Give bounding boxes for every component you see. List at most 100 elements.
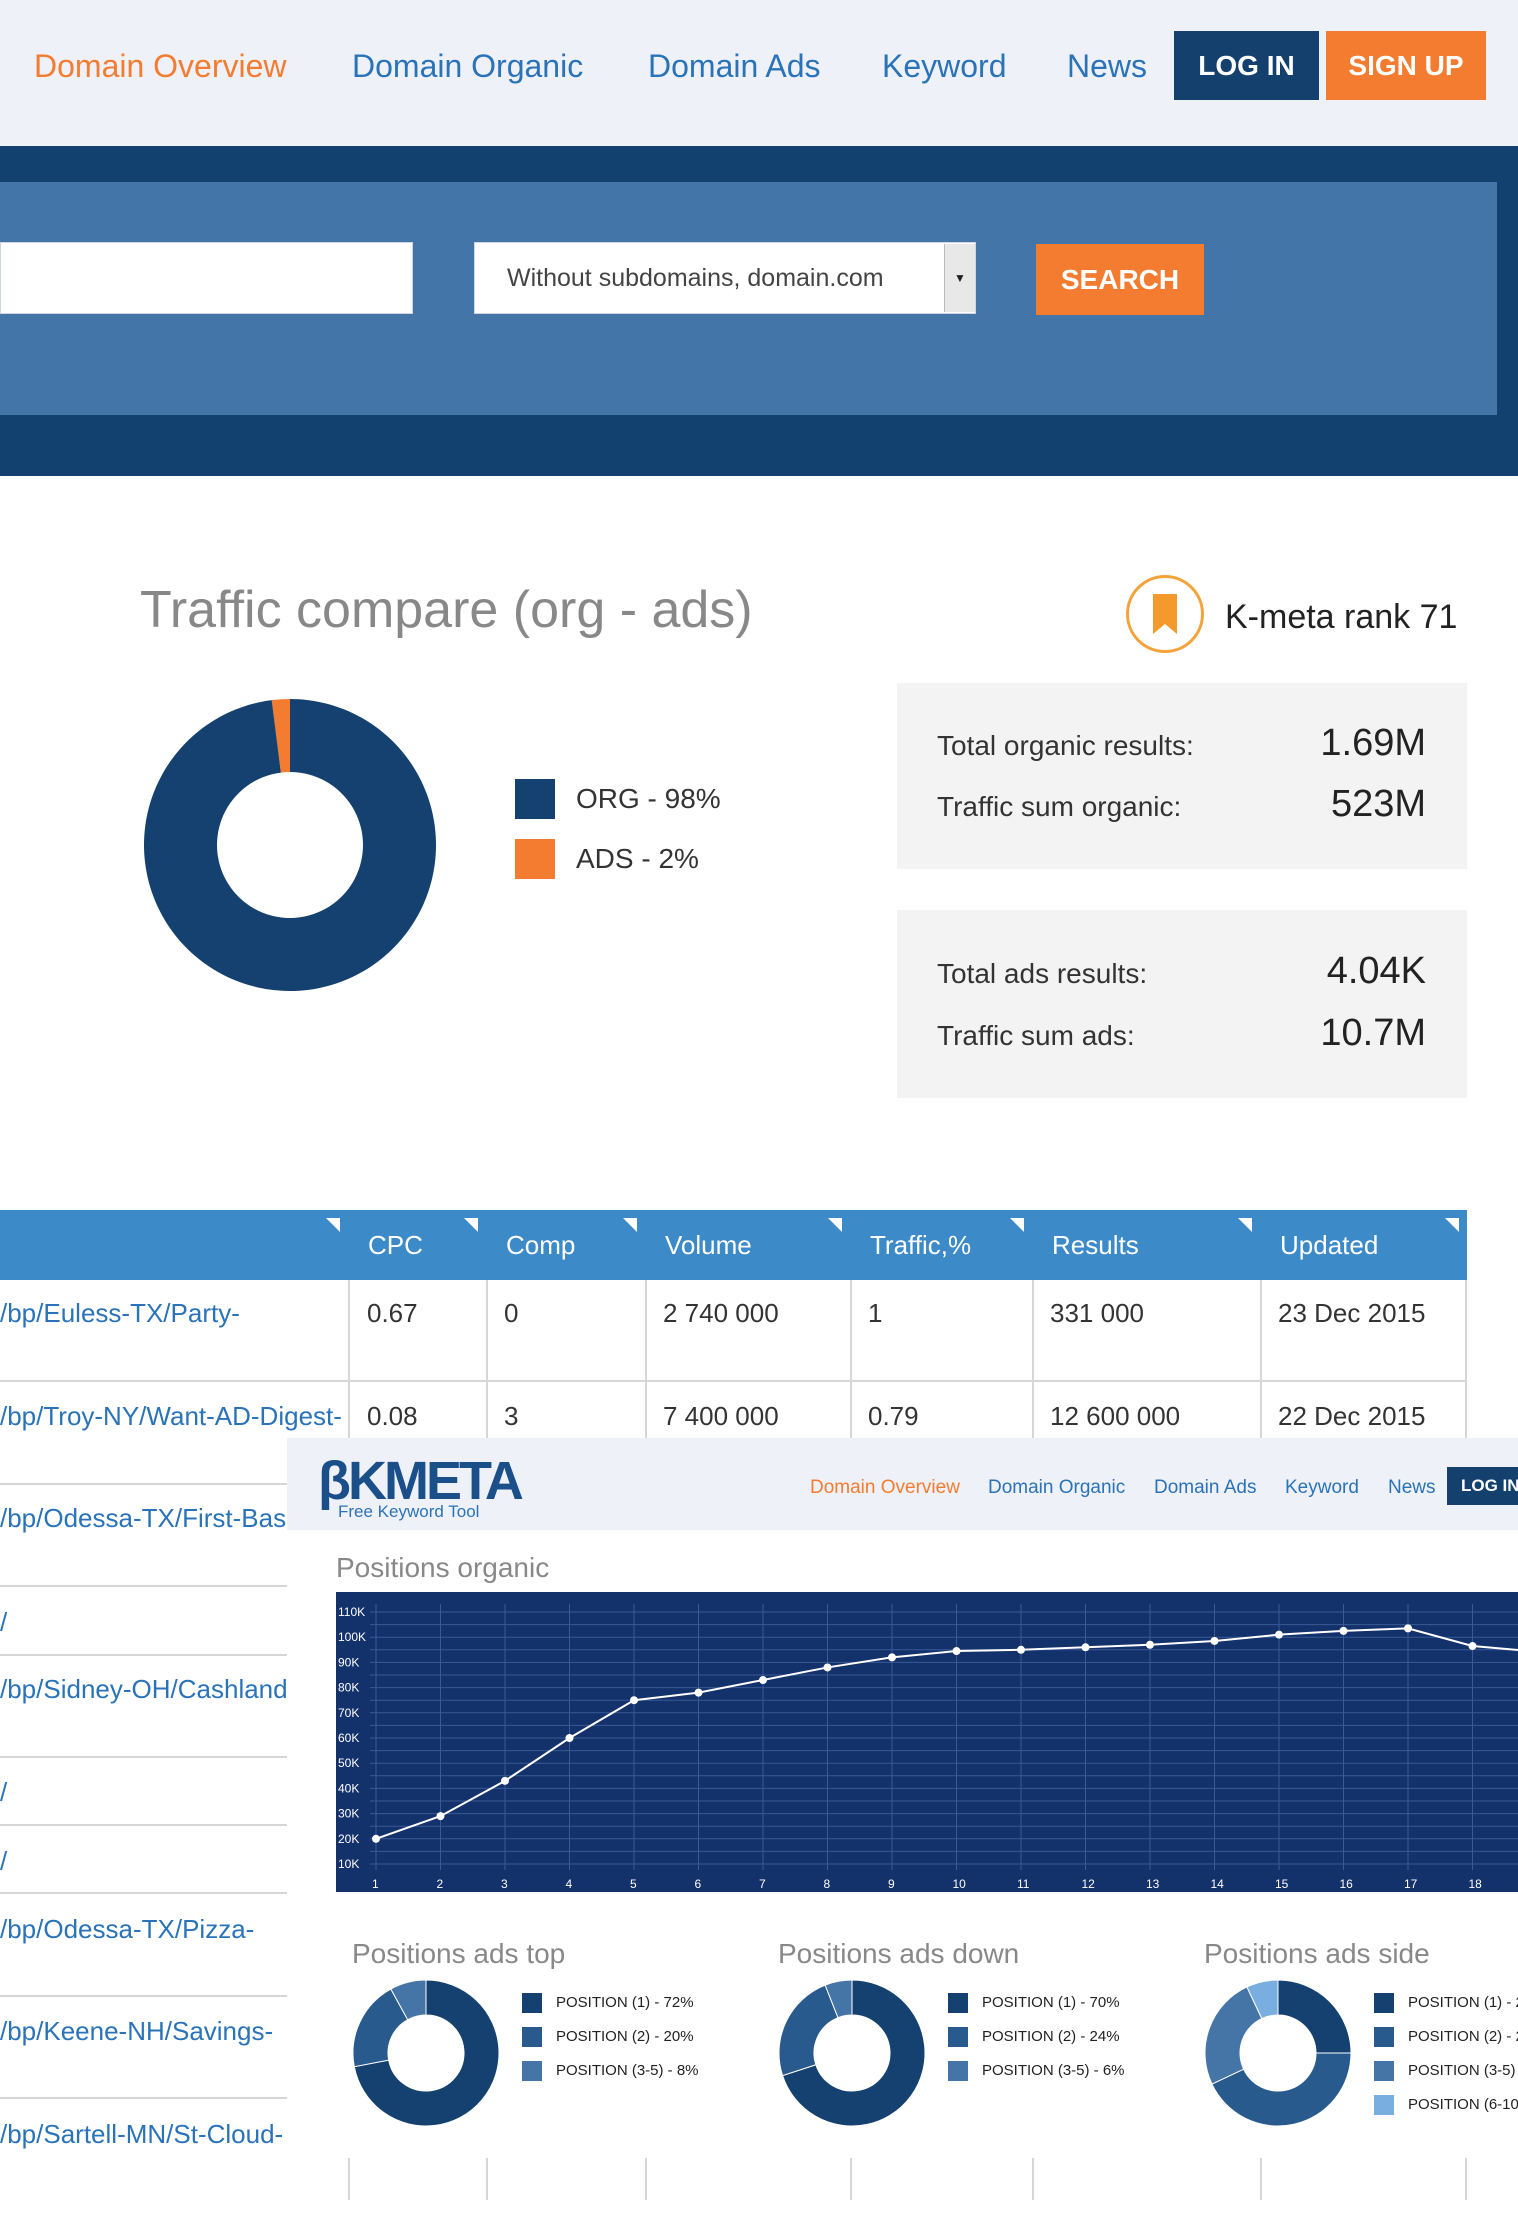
row-divider bbox=[0, 1892, 287, 1894]
x-tick-label: 6 bbox=[695, 1877, 702, 1891]
column-header-volume[interactable]: Volume bbox=[647, 1210, 850, 1280]
legend-label: POSITION (2) - 20% bbox=[556, 2028, 694, 2045]
legend-swatch bbox=[1374, 2061, 1394, 2081]
sort-icon bbox=[828, 1218, 842, 1232]
column-header-updated[interactable]: Updated bbox=[1262, 1210, 1467, 1280]
overlay-nav-domain-organic[interactable]: Domain Organic bbox=[988, 1477, 1126, 1498]
series-line bbox=[375, 1627, 1473, 1840]
legend-swatch bbox=[1374, 2027, 1394, 2047]
donut-slice-ads bbox=[271, 699, 290, 773]
table-cell-volume: 7 400 000 bbox=[663, 1401, 779, 1431]
y-tick-label: 70K bbox=[338, 1706, 359, 1720]
ads-top-title: Positions ads top bbox=[352, 1938, 566, 1969]
legend-swatch bbox=[1374, 2095, 1394, 2115]
nav-news[interactable]: News bbox=[1067, 48, 1148, 84]
column-header-url[interactable] bbox=[0, 1210, 348, 1280]
overlay-nav-domain-overview[interactable]: Domain Overview bbox=[810, 1477, 960, 1498]
x-tick-label: 14 bbox=[1211, 1877, 1225, 1891]
column-header-comp[interactable]: Comp bbox=[488, 1210, 645, 1280]
rank-badge bbox=[1126, 575, 1204, 653]
table-cell-url[interactable]: / bbox=[0, 1777, 8, 1807]
domain-search-input[interactable] bbox=[0, 242, 413, 314]
kmeta-rank: K-meta rank 71 bbox=[1225, 598, 1458, 636]
ads-top-donut bbox=[352, 1979, 500, 2127]
logo-tagline: Free Keyword Tool bbox=[338, 1502, 480, 1521]
legend-swatch bbox=[522, 2061, 542, 2081]
table-cell-url[interactable]: /bp/Odessa-TX/Pizza- bbox=[0, 1914, 255, 1944]
x-tick-label: 4 bbox=[566, 1877, 573, 1891]
table-cell-url[interactable]: /bp/Sartell-MN/St-Cloud- bbox=[0, 2119, 284, 2149]
kmeta-logo[interactable]: βKMETA bbox=[318, 1451, 524, 1511]
sort-icon bbox=[1010, 1218, 1024, 1232]
search-button[interactable]: SEARCH bbox=[1036, 244, 1204, 315]
table-cell-url[interactable]: /bp/Euless-TX/Party- bbox=[0, 1298, 240, 1328]
column-header-traffic[interactable]: Traffic,% bbox=[852, 1210, 1032, 1280]
data-point bbox=[1081, 1643, 1090, 1652]
nav-domain-organic[interactable]: Domain Organic bbox=[352, 48, 584, 84]
data-point bbox=[1146, 1640, 1154, 1649]
table-cell-url[interactable]: /bp/Keene-NH/Savings- bbox=[0, 2016, 274, 2046]
data-point bbox=[630, 1696, 638, 1705]
row-divider bbox=[0, 1585, 287, 1587]
x-tick-label: 10 bbox=[953, 1877, 967, 1891]
legend-swatch bbox=[948, 2027, 968, 2047]
overlay-nav-domain-ads[interactable]: Domain Ads bbox=[1154, 1477, 1257, 1498]
signup-button[interactable]: SIGN UP bbox=[1326, 31, 1486, 100]
overlay-login-button[interactable]: LOG IN bbox=[1447, 1467, 1518, 1505]
traffic-compare-title: Traffic compare (org - ads) bbox=[140, 581, 753, 639]
login-button[interactable]: LOG IN bbox=[1174, 31, 1319, 100]
traffic-sum-ads-value: 10.7M bbox=[1320, 1012, 1426, 1054]
nav-domain-overview[interactable]: Domain Overview bbox=[34, 48, 287, 84]
ads-side-donut bbox=[1204, 1979, 1352, 2127]
column-header-results[interactable]: Results bbox=[1034, 1210, 1260, 1280]
donut-slice-position-4 bbox=[1246, 1979, 1279, 2020]
donut-slice-position-2 bbox=[778, 1984, 839, 2077]
table-cell-comp: 0 bbox=[504, 1298, 519, 1328]
y-tick-label: 50K bbox=[338, 1756, 359, 1770]
row-divider bbox=[0, 2097, 287, 2099]
table-cell-updated: 22 Dec 2015 bbox=[1278, 1401, 1426, 1431]
table-cell-url[interactable]: /bp/Troy-NY/Want-AD-Digest- bbox=[0, 1401, 342, 1431]
donut-slice-position-3 bbox=[824, 1979, 853, 2019]
table-cell-url[interactable]: / bbox=[0, 1846, 8, 1876]
y-tick-label: 30K bbox=[338, 1807, 359, 1821]
row-divider bbox=[0, 1654, 287, 1656]
sort-icon bbox=[623, 1218, 637, 1232]
chevron-down-icon[interactable]: ▼ bbox=[944, 244, 975, 312]
x-tick-label: 3 bbox=[501, 1877, 508, 1891]
nav-domain-ads[interactable]: Domain Ads bbox=[648, 48, 821, 84]
x-tick-label: 7 bbox=[759, 1877, 766, 1891]
data-point bbox=[888, 1653, 896, 1662]
table-cell-url[interactable]: /bp/Odessa-TX/First-Basin bbox=[0, 1503, 307, 1533]
row-divider bbox=[0, 1995, 287, 1997]
data-point bbox=[1404, 1624, 1412, 1633]
sort-icon bbox=[1238, 1218, 1252, 1232]
legend-org: ORG - 98% bbox=[576, 783, 721, 814]
subdomain-select[interactable]: Without subdomains, domain.com bbox=[474, 242, 976, 314]
data-point bbox=[1017, 1645, 1025, 1654]
legend-label: POSITION (3-5) bbox=[1408, 2062, 1516, 2079]
table-cell-url[interactable]: /bp/Sidney-OH/Cashland- bbox=[0, 1674, 297, 1704]
table-cell-url[interactable]: / bbox=[0, 1607, 8, 1637]
nav-keyword[interactable]: Keyword bbox=[882, 48, 1007, 84]
legend-label: POSITION (1) - 70% bbox=[982, 1994, 1120, 2011]
data-point bbox=[1339, 1626, 1348, 1635]
traffic-sum-organic-value: 523M bbox=[1330, 783, 1426, 825]
donut-slice-position-1 bbox=[1277, 1979, 1352, 2054]
traffic-sum-ads-label: Traffic sum ads: bbox=[937, 1020, 1135, 1051]
y-tick-label: 10K bbox=[338, 1857, 359, 1871]
data-point bbox=[1210, 1636, 1219, 1645]
x-tick-label: 12 bbox=[1082, 1877, 1096, 1891]
row-divider bbox=[0, 1824, 287, 1826]
table-cell-results: 12 600 000 bbox=[1050, 1401, 1181, 1431]
y-tick-label: 60K bbox=[338, 1731, 359, 1745]
x-tick-label: 2 bbox=[437, 1877, 444, 1891]
subdomain-select-value: Without subdomains, domain.com bbox=[507, 263, 884, 292]
x-tick-label: 11 bbox=[1017, 1877, 1030, 1891]
x-tick-label: 1 bbox=[372, 1877, 379, 1891]
row-divider bbox=[0, 1380, 1467, 1382]
overlay-nav-keyword[interactable]: Keyword bbox=[1285, 1477, 1359, 1498]
column-header-cpc[interactable]: CPC bbox=[350, 1210, 486, 1280]
donut-slice-position-1 bbox=[353, 1979, 500, 2127]
overlay-nav-news[interactable]: News bbox=[1388, 1477, 1436, 1498]
